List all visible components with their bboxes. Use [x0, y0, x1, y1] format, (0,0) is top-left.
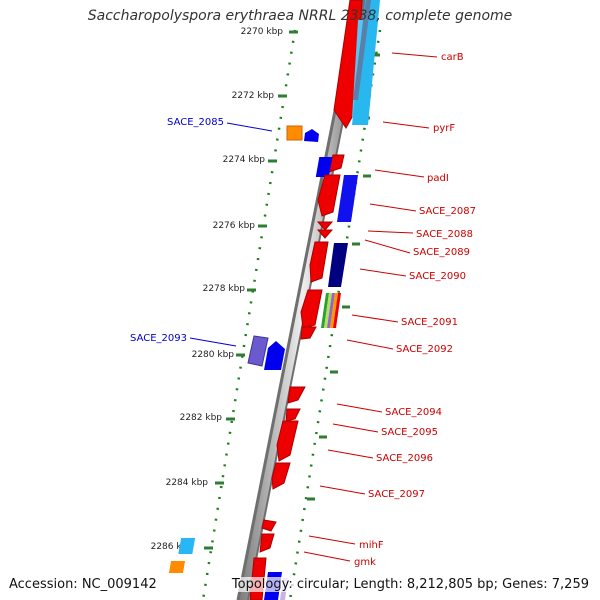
tick-label-2286: 2286 kbp	[151, 542, 194, 552]
tick-label-2282: 2282 kbp	[180, 413, 223, 423]
gene-SACE_2092[interactable]	[300, 326, 317, 340]
label-SACE_2094: SACE_2094	[385, 407, 442, 418]
gene-SACE_2090[interactable]	[328, 243, 348, 287]
label-SACE_2088: SACE_2088	[416, 229, 473, 240]
tick-label-2274: 2274 kbp	[223, 155, 266, 165]
gene-carB-cyan[interactable]	[352, 0, 380, 125]
gene-SACE_2097[interactable]	[271, 462, 291, 490]
gene-SACE_2087-blue[interactable]	[337, 175, 358, 222]
gene-SACE_2087-red[interactable]	[317, 174, 341, 217]
left-leader-lines	[189, 122, 273, 347]
gene-SACE_2089[interactable]	[309, 241, 329, 283]
gene-SACE_2085-orange[interactable]	[286, 125, 303, 141]
label-gmk: gmk	[354, 557, 376, 568]
label-SACE_2095: SACE_2095	[381, 427, 438, 438]
gene-features	[168, 0, 380, 600]
label-carB: carB	[441, 52, 464, 63]
gene-SACE_2088[interactable]	[316, 221, 334, 231]
left-dotted-scale	[201, 29, 297, 600]
label-SACE_2096: SACE_2096	[376, 453, 433, 464]
genome-backbone	[238, 0, 367, 600]
gene-SACE_2085-blue[interactable]	[304, 129, 319, 142]
label-SACE_2090: SACE_2090	[409, 271, 466, 282]
label-leader-lines	[303, 52, 438, 562]
gene-SACE_2091-rainbow[interactable]	[321, 293, 341, 328]
label-mihF: mihF	[359, 540, 384, 551]
tick-label-2270: 2270 kbp	[241, 27, 284, 37]
label-SACE_2092: SACE_2092	[396, 344, 453, 355]
gene-carB-slate[interactable]	[353, 0, 371, 100]
scale-tick-marks	[204, 30, 298, 550]
gene-SACE_2093-blue[interactable]	[264, 341, 285, 370]
label-pyrF: pyrF	[433, 123, 455, 134]
tick-label-2272: 2272 kbp	[232, 91, 275, 101]
tick-label-2276: 2276 kbp	[213, 221, 256, 231]
gene-gmk-orange[interactable]	[168, 561, 186, 573]
gene-gmk-cyan[interactable]	[178, 538, 196, 554]
tick-label-2278: 2278 kbp	[203, 284, 246, 294]
gene-SACE_2094[interactable]	[287, 386, 306, 404]
gene-SACE_2095[interactable]	[285, 408, 301, 422]
label-SACE_2089: SACE_2089	[413, 247, 470, 258]
gene-SACE_2088b[interactable]	[316, 229, 334, 239]
label-SACE_2093: SACE_2093	[130, 333, 187, 344]
gene-mihF[interactable]	[261, 519, 277, 532]
label-padI: padI	[427, 173, 449, 184]
label-SACE_2091: SACE_2091	[401, 317, 458, 328]
gene-padI-blue[interactable]	[315, 157, 333, 177]
topology-label: Topology: circular; Length: 8,212,805 bp…	[231, 577, 589, 592]
gene-SACE_2093-purple[interactable]	[247, 335, 269, 367]
gene-gmk-red[interactable]	[259, 533, 275, 553]
accession-label: Accession: NC_009142	[9, 577, 157, 592]
label-SACE_2085: SACE_2085	[167, 117, 224, 128]
tick-label-2284: 2284 kbp	[166, 478, 209, 488]
tick-label-2280: 2280 kbp	[192, 350, 235, 360]
label-SACE_2097: SACE_2097	[368, 489, 425, 500]
label-SACE_2087: SACE_2087	[419, 206, 476, 217]
gene-SACE_2096[interactable]	[276, 420, 299, 462]
